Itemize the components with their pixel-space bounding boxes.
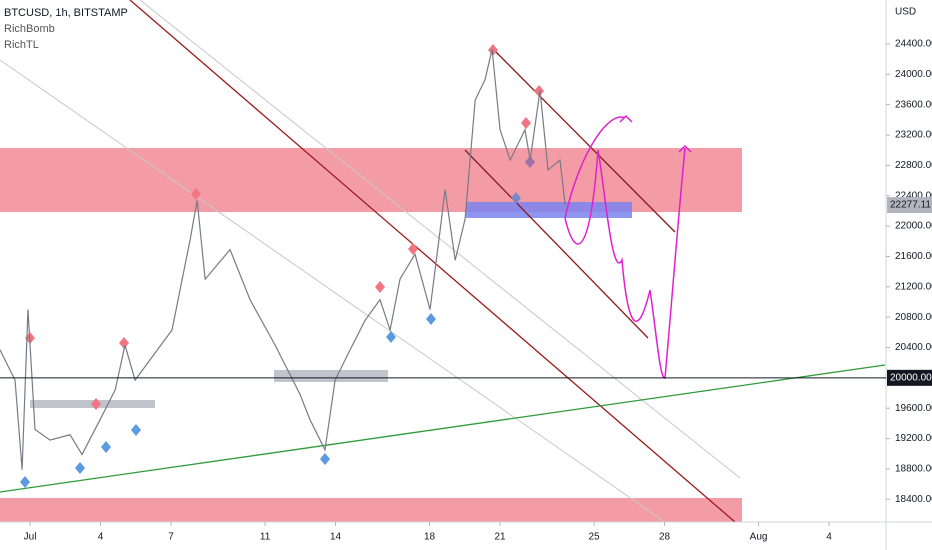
trend-line [139, 0, 741, 479]
x-tick-label: 7 [168, 532, 174, 543]
y-tick-label: 22400.00 [895, 190, 932, 201]
price-label-box [887, 369, 932, 386]
range-box [274, 370, 388, 382]
x-tick-label: 4 [98, 532, 104, 543]
projection-path [564, 116, 626, 219]
y-tick-label: 24400.00 [895, 39, 932, 50]
arrow-head [619, 114, 692, 153]
price-label: 20000.00 [890, 372, 932, 383]
indicator-name: RichBomb [4, 23, 55, 35]
x-tick-label: 25 [589, 532, 601, 543]
x-tick-label: 18 [424, 532, 436, 543]
trend-line [129, 0, 736, 523]
y-tick-label: 22000.00 [895, 221, 932, 232]
y-tick-label: 24000.00 [895, 69, 932, 80]
y-tick-label: 21600.00 [895, 251, 932, 262]
drawings [0, 0, 886, 523]
trend-line [0, 59, 666, 523]
indicator-name: RichTL [4, 39, 39, 51]
x-tick-label: 28 [659, 532, 671, 543]
price-label-box [887, 197, 932, 214]
y-tick-label: 19200.00 [895, 433, 932, 444]
x-tick-label: 4 [826, 532, 832, 543]
y-tick-label: 23200.00 [895, 130, 932, 141]
y-tick-label: 22800.00 [895, 160, 932, 171]
currency-label: USD [895, 7, 916, 18]
y-tick-label: 23600.00 [895, 99, 932, 110]
price-label: 22277.11 [890, 200, 931, 211]
price-line [0, 49, 566, 470]
x-tick-label: Aug [750, 532, 768, 543]
x-tick-label: Jul [24, 532, 37, 543]
resistance-zone [0, 148, 742, 212]
x-tick-label: 21 [495, 532, 507, 543]
projection-path [564, 147, 686, 379]
y-tick-label: 20800.00 [895, 312, 932, 323]
channel-line [491, 47, 676, 233]
y-tick-label: 20400.00 [895, 342, 932, 353]
x-tick-label: 11 [260, 532, 271, 543]
sell-markers [25, 44, 544, 410]
channel-line [464, 149, 649, 339]
y-tick-label: 21200.00 [895, 281, 932, 292]
y-tick-label: 18800.00 [895, 464, 932, 475]
x-tick-label: 14 [330, 532, 342, 543]
chart-title: BTCUSD, 1h, BITSTAMP [4, 7, 128, 19]
y-tick-label: 19600.00 [895, 403, 932, 414]
buy-markers [20, 192, 521, 488]
y-tick-label: 18400.00 [895, 494, 932, 505]
support-zone [0, 498, 742, 522]
trend-line [0, 364, 886, 493]
